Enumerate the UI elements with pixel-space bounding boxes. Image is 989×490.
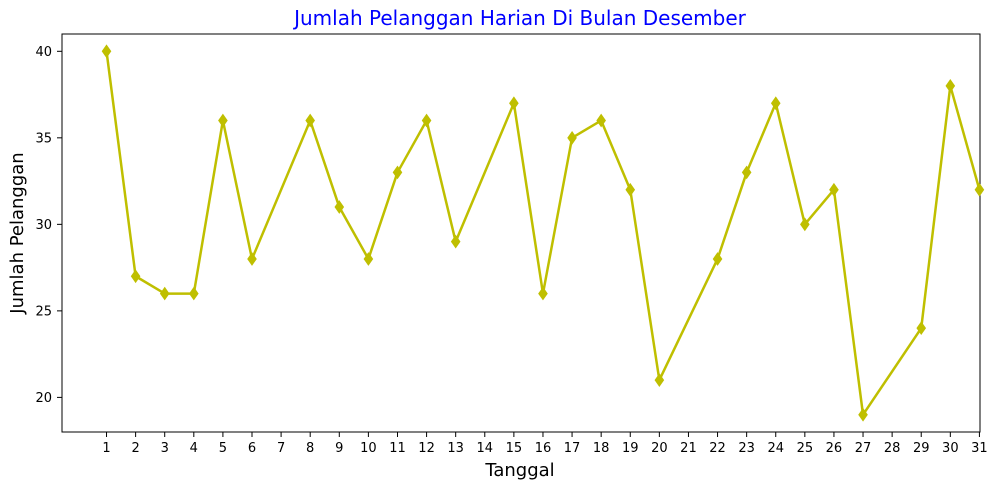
x-tick-label: 30 [942,441,959,456]
x-tick-label: 19 [622,441,639,456]
x-tick-label: 8 [306,441,314,456]
x-tick-label: 18 [593,441,610,456]
y-tick-label: 40 [35,45,52,60]
y-tick-label: 30 [35,218,52,233]
x-tick-label: 16 [535,441,552,456]
x-tick-label: 26 [826,441,843,456]
data-point [334,200,345,214]
x-tick-label: 21 [680,441,697,456]
data-point [392,165,403,180]
x-tick-label: 6 [248,441,256,456]
data-point [945,79,956,93]
x-tick-label: 7 [277,441,285,456]
data-point [305,113,316,128]
data-point [712,252,723,266]
x-tick-label: 17 [564,441,581,456]
y-axis-label: Jumlah Pelanggan [7,152,28,314]
data-point [858,407,868,422]
x-tick-label: 27 [855,441,872,456]
data-point [974,182,985,197]
y-tick-label: 25 [35,304,52,319]
data-point [538,286,548,301]
x-tick-label: 22 [709,441,726,456]
x-tick-label: 4 [190,441,198,456]
x-tick-label: 1 [102,441,110,456]
x-tick-label: 25 [797,441,814,456]
plot-frame [61,33,981,433]
x-tick-label: 11 [389,441,406,456]
x-tick-label: 29 [913,441,930,456]
data-point [654,373,665,387]
x-tick-label: 13 [447,441,464,456]
data-point [130,269,141,284]
data-point [596,113,606,128]
data-point [567,130,577,145]
x-tick-label: 28 [884,441,901,456]
data-point [450,234,461,249]
data-point [741,165,752,180]
chart-title: Jumlah Pelanggan Harian Di Bulan Desembe… [292,6,747,30]
x-tick-label: 24 [767,441,784,456]
data-point [625,182,636,197]
data-point [363,252,374,266]
x-tick-label: 15 [506,441,523,456]
data-point [829,182,839,197]
data-point [218,113,228,128]
data-point [916,321,927,336]
data-point [159,286,170,301]
x-tick-label: 9 [335,441,343,456]
x-tick-label: 5 [219,441,227,456]
data-point [247,252,257,266]
x-tick-label: 31 [971,441,988,456]
data-point [509,96,519,111]
data-point [421,113,432,128]
x-tick-label: 20 [651,441,668,456]
x-tick-label: 14 [477,441,494,456]
plot-area: 1 2 3 4 5 6 7 8 9 10 11 12 13 14 15 16 17 18 19 20 21 22 23 24 2… [35,33,988,456]
x-tick-label: 12 [418,441,435,456]
y-tick-label: 20 [35,391,52,406]
data-point [770,96,781,111]
x-tick-label: 10 [360,441,377,456]
data-point [800,217,810,232]
x-tick-label: 23 [738,441,755,456]
x-axis-label: Tanggal [484,460,554,481]
y-tick-label: 35 [35,131,52,146]
x-tick-label: 2 [131,441,139,456]
data-point [101,44,112,59]
x-tick-label: 3 [161,441,169,456]
data-point [188,286,199,301]
